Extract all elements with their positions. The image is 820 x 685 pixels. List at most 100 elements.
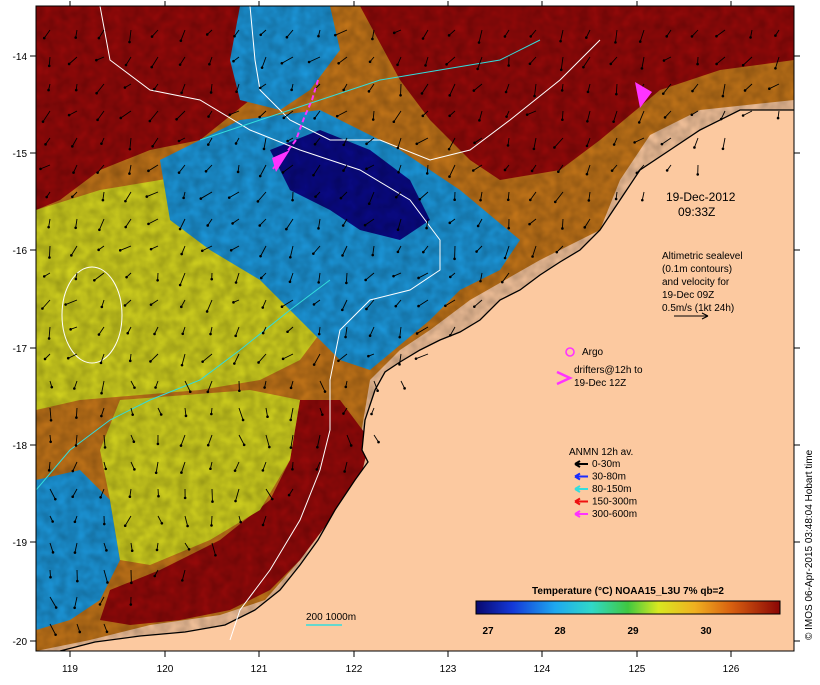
velocity-arrow-head <box>403 387 406 390</box>
velocity-arrow-head <box>131 413 134 416</box>
velocity-arrow-head <box>100 392 103 395</box>
velocity-arrow-head <box>422 115 425 118</box>
velocity-arrow-head <box>100 362 103 365</box>
velocity-arrow-head <box>154 386 157 389</box>
velocity-arrow-head <box>180 39 183 42</box>
credit-text: © IMOS 06-Apr-2015 03:48:04 Hobart time <box>804 449 815 640</box>
velocity-arrow-head <box>453 198 456 201</box>
velocity-arrow-head <box>235 142 238 145</box>
velocity-arrow-head <box>259 255 262 258</box>
velocity-arrow-head <box>179 284 182 287</box>
colorbar-tick-label: 30 <box>700 626 712 637</box>
velocity-arrow-head <box>181 332 184 335</box>
velocity-arrow-head <box>399 94 402 97</box>
colorbar-title: Temperature (°C) NOAA15_L3U 7% qb=2 <box>532 586 724 597</box>
velocity-arrow-head <box>364 224 367 227</box>
velocity-arrow-head <box>125 276 128 279</box>
velocity-arrow-head <box>749 36 752 39</box>
velocity-arrow-head <box>417 277 420 280</box>
velocity-arrow-head <box>553 146 556 149</box>
velocity-arrow-head <box>340 197 343 200</box>
velocity-arrow-head <box>72 171 75 174</box>
velocity-arrow-head <box>181 579 184 582</box>
velocity-arrow-head <box>210 524 213 527</box>
velocity-arrow-head <box>282 171 285 174</box>
velocity-arrow-head <box>397 147 400 150</box>
velocity-arrow-head <box>75 416 78 419</box>
velocity-arrow-head <box>501 281 504 284</box>
velocity-arrow-head <box>473 305 476 308</box>
velocity-arrow-head <box>557 170 560 173</box>
velocity-arrow-head <box>180 306 183 309</box>
velocity-arrow-head <box>289 419 292 422</box>
anmn-item-label: 80-150m <box>592 484 631 495</box>
velocity-arrow-head <box>768 87 771 90</box>
colorbar-tick-label: 28 <box>554 626 566 637</box>
velocity-arrow-head <box>286 330 289 333</box>
velocity-arrow-head <box>50 419 53 422</box>
velocity-arrow-head <box>100 415 103 418</box>
velocity-arrow-head <box>156 279 159 282</box>
velocity-arrow-head <box>666 169 669 172</box>
velocity-arrow-head <box>184 497 187 500</box>
velocity-arrow-head <box>393 120 396 123</box>
velocity-arrow-head <box>286 140 289 143</box>
x-tick-label: 125 <box>629 664 646 675</box>
velocity-arrow-head <box>180 253 183 256</box>
velocity-arrow-head <box>611 169 614 172</box>
velocity-arrow-head <box>691 113 694 116</box>
y-tick-label: -18 <box>13 441 28 452</box>
velocity-arrow-head <box>257 200 260 203</box>
velocity-arrow-head <box>153 575 156 578</box>
velocity-arrow-head <box>587 91 590 94</box>
velocity-arrow-head <box>259 33 262 36</box>
velocity-arrow-head <box>336 115 339 118</box>
velocity-arrow-head <box>48 256 51 259</box>
velocity-arrow-head <box>150 66 153 69</box>
velocity-arrow-head <box>161 522 164 525</box>
velocity-arrow-head <box>286 36 289 39</box>
velocity-arrow-head <box>281 62 284 65</box>
velocity-arrow-head <box>398 363 401 366</box>
velocity-arrow-head <box>472 169 475 172</box>
velocity-arrow-head <box>559 40 562 43</box>
velocity-arrow-head <box>343 470 346 473</box>
velocity-arrow-head <box>367 355 370 358</box>
velocity-arrow-head <box>207 444 210 447</box>
velocity-arrow-head <box>209 333 212 336</box>
velocity-arrow-head <box>149 360 152 363</box>
velocity-arrow-head <box>774 67 777 70</box>
velocity-arrow-head <box>259 175 262 178</box>
velocity-arrow-head <box>397 228 400 231</box>
velocity-arrow-head <box>324 390 327 393</box>
velocity-arrow-head <box>448 148 451 151</box>
velocity-arrow-head <box>126 332 129 335</box>
velocity-arrow-head <box>453 258 456 261</box>
velocity-arrow-head <box>72 470 75 473</box>
velocity-arrow-head <box>582 66 585 69</box>
velocity-arrow-head <box>180 471 183 474</box>
velocity-arrow-head <box>102 199 105 202</box>
velocity-arrow-head <box>722 147 725 150</box>
velocity-arrow-head <box>283 117 286 120</box>
velocity-arrow-head <box>583 226 586 229</box>
velocity-arrow-head <box>48 469 51 472</box>
anmn-item-label: 30-80m <box>592 472 626 483</box>
velocity-arrow-head <box>210 278 213 281</box>
velocity-arrow-head <box>71 195 74 198</box>
velocity-arrow <box>562 111 563 120</box>
velocity-arrow-head <box>160 413 163 416</box>
velocity-arrow-head <box>133 440 136 443</box>
velocity-arrow-head <box>478 41 481 44</box>
velocity-arrow-head <box>130 582 133 585</box>
y-tick-label: -15 <box>13 149 28 160</box>
velocity-arrow-head <box>48 337 51 340</box>
velocity-arrow-head <box>238 389 241 392</box>
colorbar-tick-label: 27 <box>482 626 494 637</box>
velocity-arrow-head <box>665 35 668 38</box>
velocity-arrow-head <box>147 223 150 226</box>
velocity-arrow-head <box>344 336 347 339</box>
velocity-arrow-head <box>342 144 345 147</box>
velocity-arrow-head <box>105 549 108 552</box>
velocity-arrow-head <box>68 63 71 66</box>
